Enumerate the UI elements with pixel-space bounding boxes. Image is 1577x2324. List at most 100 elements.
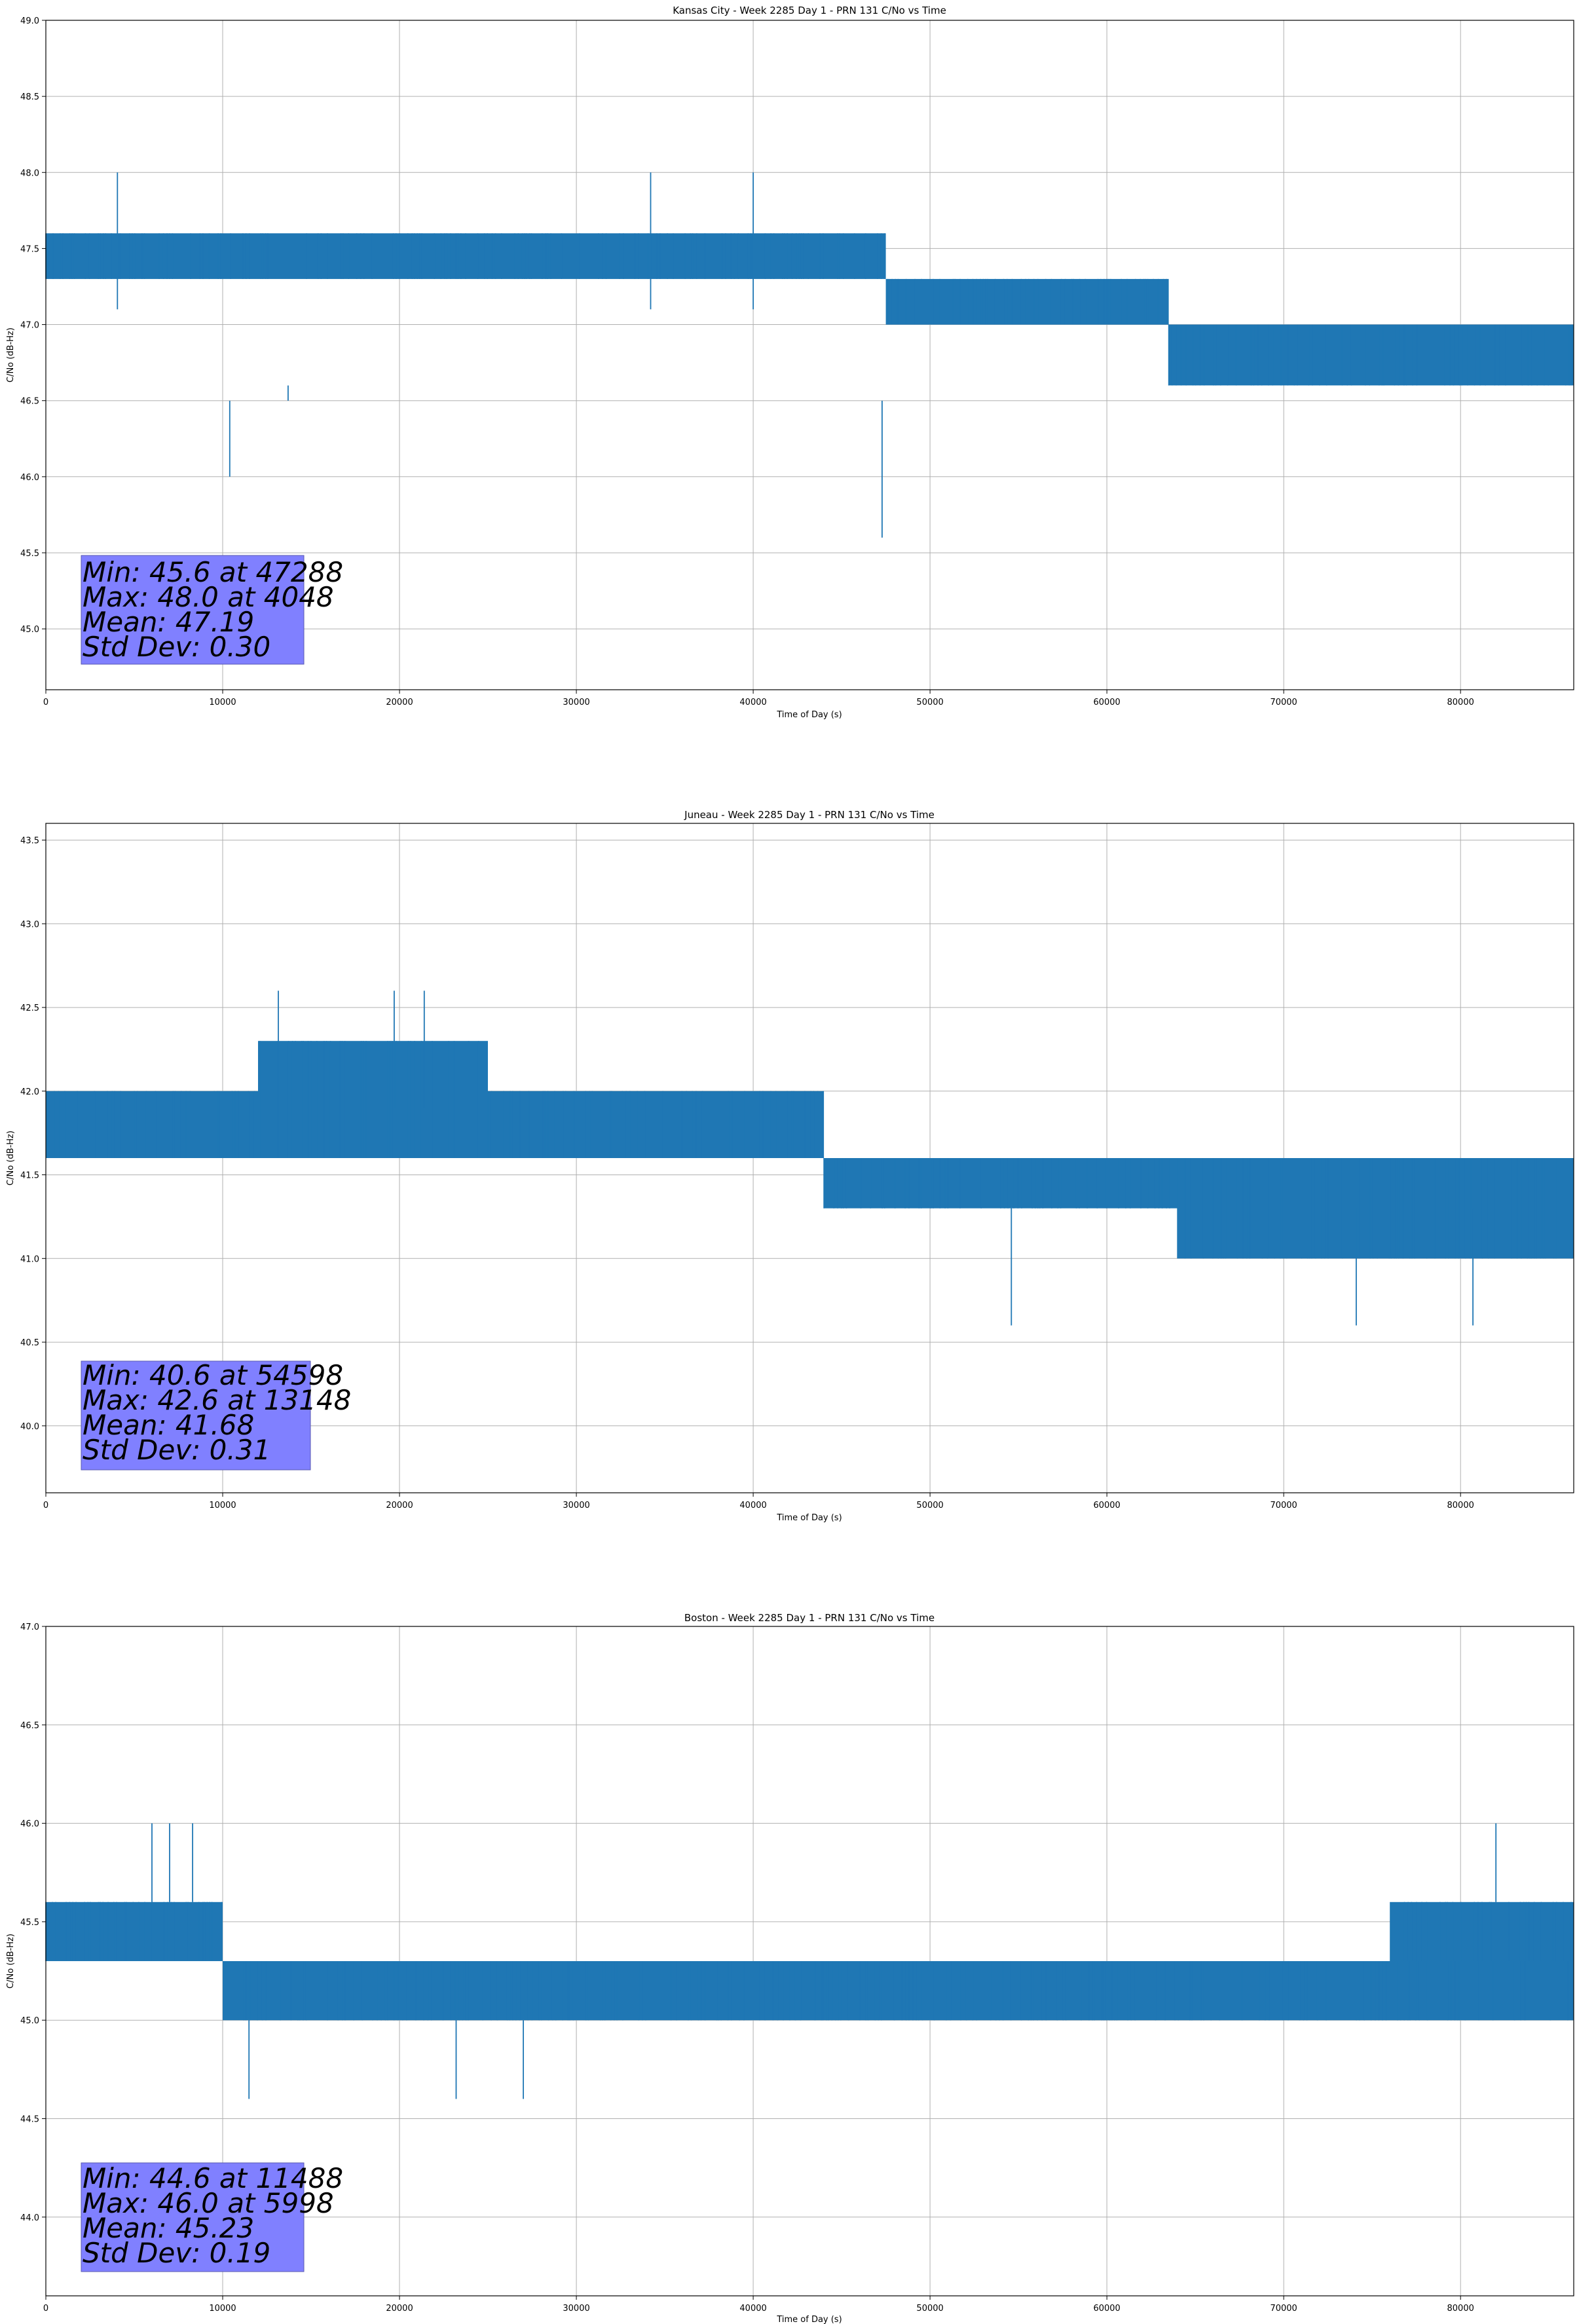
subplot-juneau: Juneau - Week 2285 Day 1 - PRN 131 C/No … — [6, 809, 1574, 1523]
x-tick-label: 60000 — [1093, 1501, 1120, 1510]
x-tick-label: 20000 — [386, 2304, 413, 2314]
series-line — [823, 1158, 1170, 1209]
y-tick-label: 49.0 — [20, 16, 39, 26]
stats-min: Min: 44.6 at 11488 — [83, 2162, 343, 2194]
stats-box-background — [81, 555, 305, 665]
y-tick-label: 46.0 — [20, 473, 39, 483]
y-tick-label: 44.5 — [20, 2114, 39, 2124]
x-tick-label: 20000 — [386, 1501, 413, 1510]
x-axis-label: Time of Day (s) — [776, 710, 842, 720]
series-line — [1168, 324, 1572, 386]
x-tick-label: 80000 — [1447, 2304, 1474, 2314]
x-tick-label: 10000 — [209, 1501, 236, 1510]
y-axis-ticks: 40.0 40.5 41.0 41.5 42.0 42.5 43.0 43.5 — [20, 836, 46, 1432]
x-tick-label: 50000 — [916, 2304, 943, 2314]
y-tick-label: 45.0 — [20, 2016, 39, 2026]
series-cno — [46, 990, 1574, 1326]
x-axis-label: Time of Day (s) — [776, 2315, 842, 2324]
series-band — [46, 1091, 258, 1158]
series-band — [1178, 1158, 1574, 1259]
y-tick-label: 48.0 — [20, 168, 39, 178]
x-axis-ticks: 0 10000 20000 30000 40000 50000 60000 70000 8000… — [43, 1493, 1474, 1510]
series-line — [243, 1961, 1568, 2021]
x-tick-label: 40000 — [739, 1501, 766, 1510]
x-tick-label: 80000 — [1447, 1501, 1474, 1510]
y-tick-label: 41.0 — [20, 1254, 39, 1264]
stats-min: Min: 45.6 at 47288 — [83, 556, 343, 588]
stats-box: Min: 45.6 at 47288 Max: 48.0 at 4048 Mea… — [81, 555, 343, 665]
y-tick-label: 47.0 — [20, 1622, 39, 1632]
y-tick-label: 48.5 — [20, 92, 39, 102]
series-cno — [45, 172, 1574, 538]
stats-mean: Mean: 45.23 — [83, 2212, 254, 2244]
x-tick-label: 80000 — [1447, 698, 1474, 707]
y-tick-label: 42.0 — [20, 1087, 39, 1097]
y-tick-label: 44.0 — [20, 2213, 39, 2223]
y-tick-label: 42.5 — [20, 1003, 39, 1013]
series-line — [47, 1091, 255, 1158]
x-tick-label: 70000 — [1270, 2304, 1297, 2314]
plot-title: Juneau - Week 2285 Day 1 - PRN 131 C/No … — [684, 809, 935, 821]
stats-mean: Mean: 41.68 — [83, 1409, 254, 1441]
x-tick-label: 0 — [43, 2304, 48, 2314]
series-line — [887, 278, 1167, 325]
x-tick-label: 10000 — [209, 698, 236, 707]
stats-box: Min: 44.6 at 11488 Max: 46.0 at 5998 Mea… — [81, 2162, 343, 2272]
series-band — [258, 1041, 488, 1158]
y-tick-label: 41.5 — [20, 1171, 39, 1181]
stats-box: Min: 40.6 at 54598 Max: 42.6 at 13148 Me… — [81, 1359, 351, 1471]
y-axis-label: C/No (dB-Hz) — [6, 1934, 16, 1989]
x-axis-ticks: 0 10000 20000 30000 40000 50000 60000 70000 8000… — [43, 2296, 1474, 2314]
series-band — [46, 1902, 223, 1961]
y-tick-label: 45.5 — [20, 549, 39, 559]
x-tick-label: 70000 — [1270, 1501, 1297, 1510]
x-tick-label: 40000 — [739, 2304, 766, 2314]
y-tick-label: 40.0 — [20, 1422, 39, 1432]
series-band — [488, 1091, 825, 1158]
series-band — [223, 233, 886, 279]
stats-mean: Mean: 47.19 — [83, 606, 254, 638]
x-tick-label: 30000 — [563, 698, 589, 707]
x-tick-label: 60000 — [1093, 698, 1120, 707]
stats-max: Max: 46.0 at 5998 — [83, 2187, 334, 2219]
series-line — [1403, 1902, 1572, 1961]
series-line — [487, 1091, 824, 1158]
y-axis-label: C/No (dB-Hz) — [6, 1131, 16, 1186]
x-tick-label: 40000 — [739, 698, 766, 707]
x-tick-label: 30000 — [563, 1501, 589, 1510]
y-tick-label: 47.5 — [20, 244, 39, 254]
y-tick-label: 46.5 — [20, 397, 39, 407]
plot-frame — [45, 20, 1574, 690]
stats-min: Min: 40.6 at 54598 — [83, 1359, 343, 1391]
x-axis-label: Time of Day (s) — [776, 1513, 842, 1523]
stats-std-dev: Std Dev: 0.30 — [83, 631, 270, 663]
x-tick-label: 20000 — [386, 698, 413, 707]
x-tick-label: 60000 — [1093, 2304, 1120, 2314]
y-tick-label: 46.5 — [20, 1721, 39, 1731]
series-line — [1177, 1158, 1572, 1259]
x-tick-label: 10000 — [209, 2304, 236, 2314]
stats-std-dev: Std Dev: 0.19 — [83, 2237, 270, 2269]
x-tick-label: 0 — [43, 698, 48, 707]
x-axis-ticks: 0 10000 20000 30000 40000 50000 60000 70000 8000… — [43, 690, 1474, 707]
series-cno — [45, 1823, 1574, 2099]
stats-max: Max: 48.0 at 4048 — [83, 581, 334, 613]
x-tick-label: 50000 — [916, 698, 943, 707]
plot-title: Boston - Week 2285 Day 1 - PRN 131 C/No … — [684, 1612, 935, 1624]
series-band — [1168, 324, 1574, 386]
x-tick-label: 70000 — [1270, 698, 1297, 707]
y-tick-label: 45.0 — [20, 625, 39, 635]
series-line — [230, 233, 885, 279]
subplot-boston: Boston - Week 2285 Day 1 - PRN 131 C/No … — [6, 1612, 1574, 2324]
y-tick-label: 47.0 — [20, 321, 39, 331]
y-axis-ticks: 45.0 45.5 46.0 46.5 47.0 47.5 48.0 48.5 49.0 — [20, 16, 46, 635]
y-tick-label: 46.0 — [20, 1820, 39, 1829]
y-axis-label: C/No (dB-Hz) — [6, 328, 16, 383]
x-tick-label: 0 — [43, 1501, 48, 1510]
stats-std-dev: Std Dev: 0.31 — [83, 1434, 270, 1466]
y-axis-ticks: 44.0 44.5 45.0 45.5 46.0 46.5 47.0 — [20, 1622, 46, 2223]
y-tick-label: 43.5 — [20, 836, 39, 846]
series-line — [259, 1041, 479, 1158]
y-tick-label: 45.5 — [20, 1918, 39, 1928]
